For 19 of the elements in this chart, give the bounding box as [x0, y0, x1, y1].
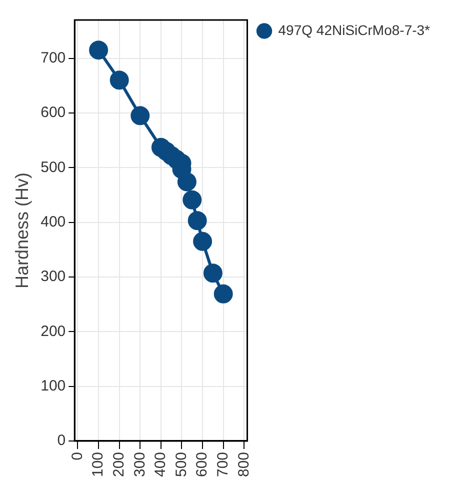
x-tick-label: 300 [131, 452, 148, 478]
x-tick-label: 0 [68, 452, 86, 460]
y-tick-label: 400 [40, 213, 66, 230]
x-tick-label: 800 [235, 452, 252, 478]
x-tick-label: 700 [214, 452, 232, 478]
y-tick-label: 300 [40, 268, 66, 286]
y-tick-label: 200 [40, 322, 66, 340]
y-axis-title: Hardness (Hv) [12, 172, 32, 288]
x-tick-label: 200 [110, 452, 128, 478]
x-tick-label: 500 [172, 452, 190, 478]
y-tick-label: 600 [40, 104, 66, 122]
x-tick-label: 600 [194, 452, 211, 478]
y-tick-label: 700 [40, 49, 66, 66]
y-tick-label: 0 [57, 432, 66, 450]
x-tick-label: 400 [152, 452, 170, 478]
y-tick-label: 100 [40, 377, 66, 394]
y-tick-label: 500 [40, 158, 66, 176]
x-tick-label: 100 [90, 452, 107, 478]
legend-label: 497Q 42NiSiCrMo8-7-3* [278, 22, 431, 38]
